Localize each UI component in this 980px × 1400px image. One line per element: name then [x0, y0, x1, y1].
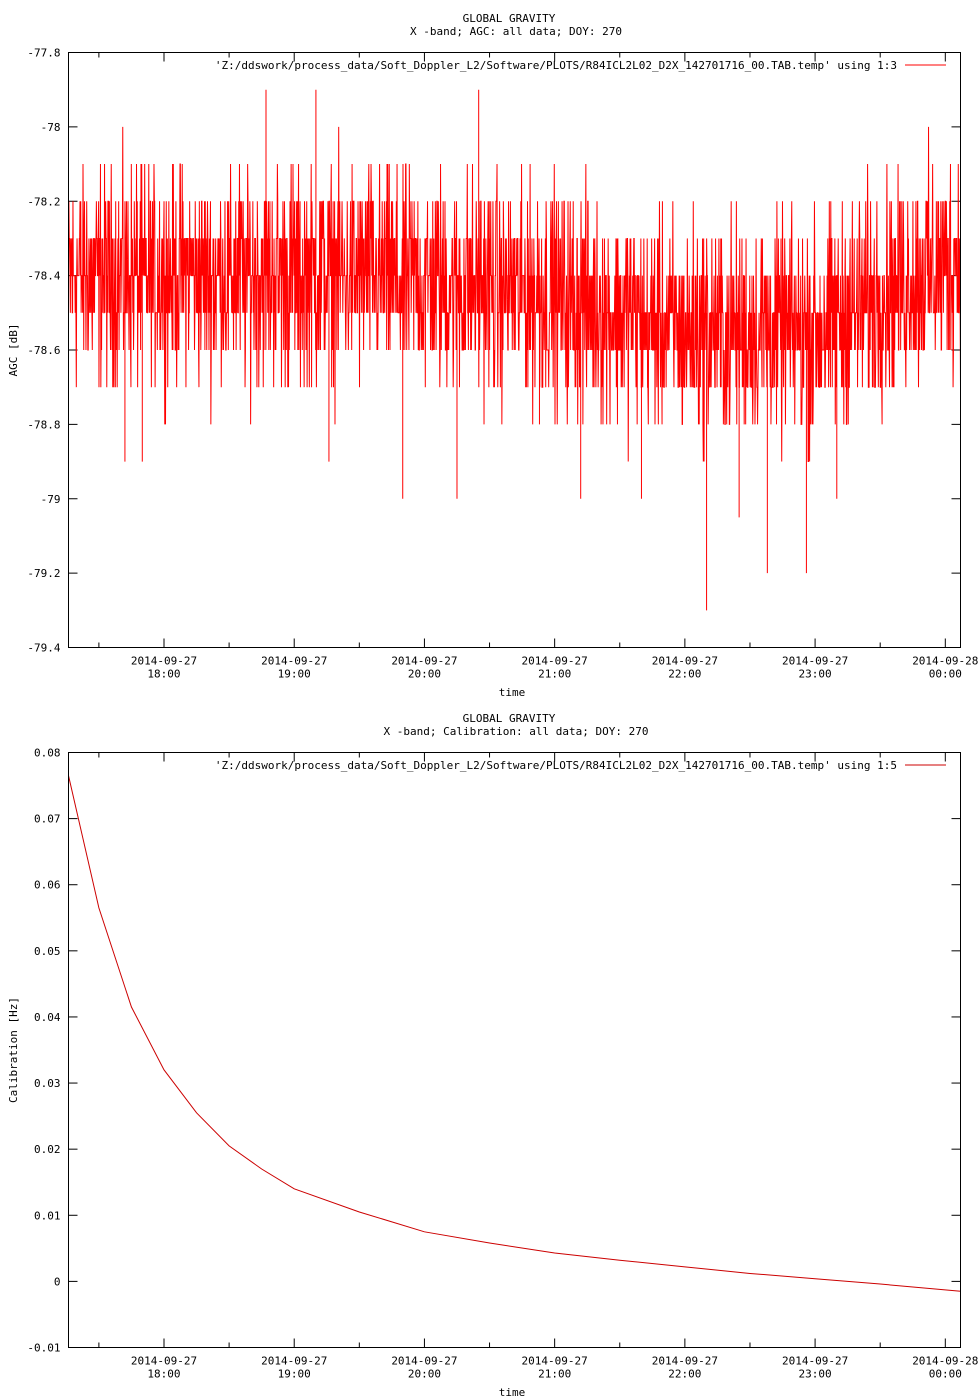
y-tick-label: 0.07	[34, 813, 61, 826]
x-tick-date: 2014-09-27	[261, 1355, 327, 1368]
y-tick-label: -78.4	[27, 270, 60, 283]
plot-frame	[68, 752, 961, 1348]
y-tick-label: 0	[54, 1275, 61, 1288]
y-tick-label: 0.06	[34, 879, 61, 892]
calibration-panel: GLOBAL GRAVITY X -band; Calibration: all…	[7, 712, 978, 1399]
x-tick-clock: 23:00	[799, 668, 832, 681]
x-tick-clock: 00:00	[929, 668, 962, 681]
y-tick-label: -77.8	[27, 47, 60, 60]
x-tick-date: 2014-09-28	[912, 655, 978, 668]
x-tick-date: 2014-09-27	[261, 655, 327, 668]
y-tick-label: -79	[41, 493, 61, 506]
y-tick-label: -79.2	[27, 567, 60, 580]
chart-title: GLOBAL GRAVITY	[463, 12, 556, 25]
y-tick-label: -78.8	[27, 418, 60, 431]
x-tick-clock: 20:00	[408, 668, 441, 681]
x-axis-label: time	[499, 686, 526, 699]
chart-title: GLOBAL GRAVITY	[463, 712, 556, 725]
y-tick-label: -78.2	[27, 195, 60, 208]
y-tick-label: -78	[41, 121, 61, 134]
x-tick-date: 2014-09-27	[522, 1355, 588, 1368]
y-tick-label: 0.03	[34, 1077, 61, 1090]
x-tick-date: 2014-09-28	[912, 1355, 978, 1368]
y-axis-label: Calibration [Hz]	[7, 997, 20, 1103]
y-tick-label: -78.6	[27, 344, 60, 357]
y-tick-label: -0.01	[27, 1342, 60, 1355]
series-line	[68, 126, 961, 463]
y-tick-label: 0.04	[34, 1011, 61, 1024]
y-tick-label: 0.08	[34, 747, 61, 760]
plot-frame	[68, 52, 961, 648]
y-tick-label: 0.01	[34, 1209, 61, 1222]
x-tick-date: 2014-09-27	[652, 655, 718, 668]
x-tick-clock: 19:00	[278, 668, 311, 681]
x-tick-clock: 21:00	[538, 1368, 571, 1381]
x-tick-date: 2014-09-27	[652, 1355, 718, 1368]
x-tick-date: 2014-09-27	[782, 1355, 848, 1368]
y-tick-label: -79.4	[27, 642, 60, 655]
x-tick-clock: 00:00	[929, 1368, 962, 1381]
x-tick-clock: 23:00	[799, 1368, 832, 1381]
x-tick-clock: 22:00	[668, 1368, 701, 1381]
x-tick-date: 2014-09-27	[782, 655, 848, 668]
series-line	[68, 775, 961, 1292]
y-tick-label: 0.05	[34, 945, 61, 958]
x-tick-clock: 18:00	[147, 1368, 180, 1381]
x-tick-date: 2014-09-27	[522, 655, 588, 668]
x-tick-date: 2014-09-27	[131, 655, 197, 668]
chart-subtitle: X -band; Calibration: all data; DOY: 270	[384, 725, 649, 738]
x-axis-label: time	[499, 1386, 526, 1399]
x-tick-date: 2014-09-27	[391, 655, 457, 668]
chart-subtitle: X -band; AGC: all data; DOY: 270	[410, 25, 622, 38]
agc-panel: GLOBAL GRAVITY X -band; AGC: all data; D…	[7, 12, 978, 699]
x-tick-clock: 19:00	[278, 1368, 311, 1381]
x-tick-date: 2014-09-27	[391, 1355, 457, 1368]
x-tick-clock: 18:00	[147, 668, 180, 681]
x-tick-clock: 22:00	[668, 668, 701, 681]
legend-label: 'Z:/ddswork/process_data/Soft_Doppler_L2…	[215, 59, 897, 72]
x-tick-clock: 21:00	[538, 668, 571, 681]
y-tick-label: 0.02	[34, 1143, 61, 1156]
x-tick-date: 2014-09-27	[131, 1355, 197, 1368]
x-tick-clock: 20:00	[408, 1368, 441, 1381]
legend-label: 'Z:/ddswork/process_data/Soft_Doppler_L2…	[215, 759, 897, 772]
y-axis-label: AGC [dB]	[7, 324, 20, 377]
